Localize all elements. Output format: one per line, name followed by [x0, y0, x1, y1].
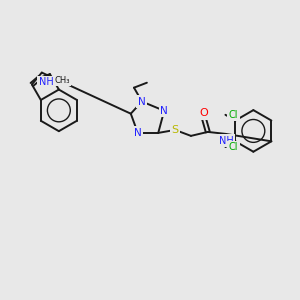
- Text: Cl: Cl: [229, 142, 238, 152]
- Text: N: N: [160, 106, 168, 116]
- Text: NH: NH: [219, 136, 234, 146]
- Text: S: S: [172, 125, 179, 135]
- Text: Cl: Cl: [229, 110, 238, 120]
- Text: CH₃: CH₃: [54, 76, 70, 85]
- Text: N: N: [138, 97, 146, 106]
- Text: O: O: [200, 108, 208, 118]
- Text: N: N: [134, 128, 142, 138]
- Text: NH: NH: [39, 77, 53, 87]
